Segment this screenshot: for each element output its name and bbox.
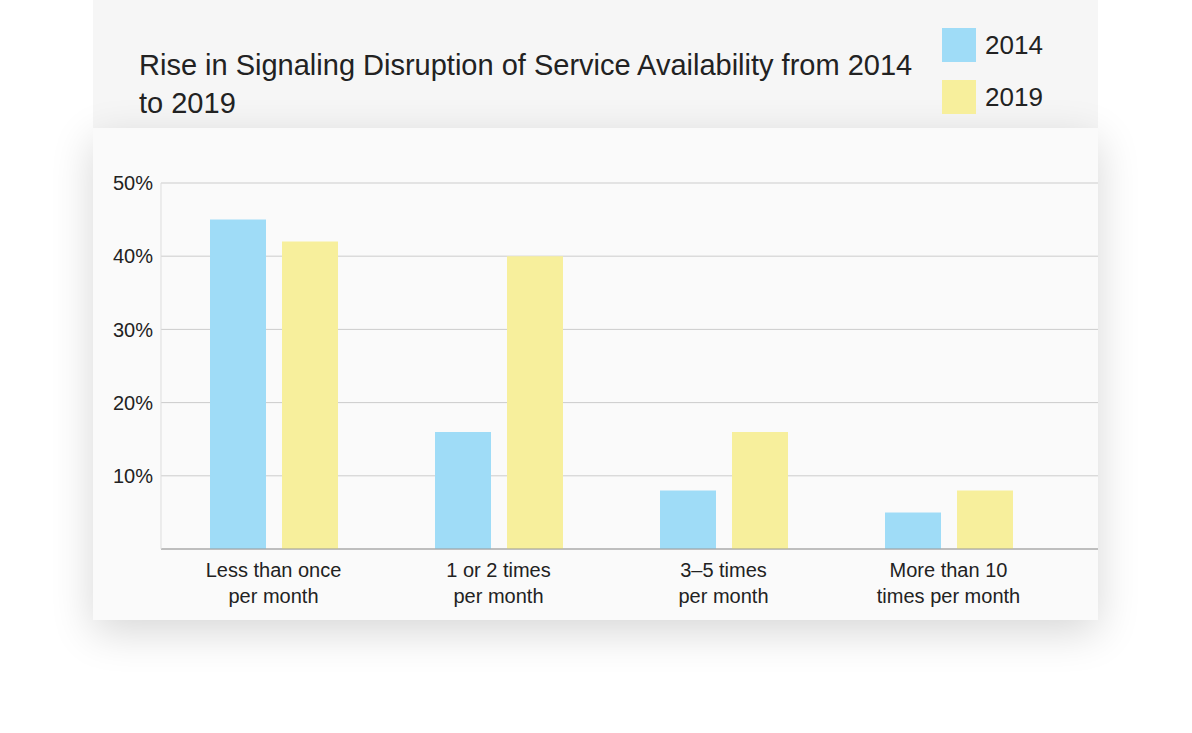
- svg-text:Less than onceper month: Less than onceper month: [206, 559, 342, 607]
- svg-text:10%: 10%: [113, 465, 153, 487]
- svg-text:3–5 timesper month: 3–5 timesper month: [678, 559, 768, 607]
- html-text:Rise in Signaling Disruption o: Rise in Signaling Disruption of Service …: [139, 49, 913, 119]
- html-text:2019: 2019: [985, 81, 1043, 112]
- svg-text:50%: 50%: [113, 172, 153, 194]
- html-text:2014: 2014: [985, 29, 1043, 60]
- svg-text:30%: 30%: [113, 319, 153, 341]
- svg-text:20%: 20%: [113, 392, 153, 414]
- svg-text:More than 10times per month: More than 10times per month: [877, 559, 1020, 607]
- svg-text:40%: 40%: [113, 245, 153, 267]
- svg-text:1 or 2 timesper month: 1 or 2 timesper month: [446, 559, 550, 607]
